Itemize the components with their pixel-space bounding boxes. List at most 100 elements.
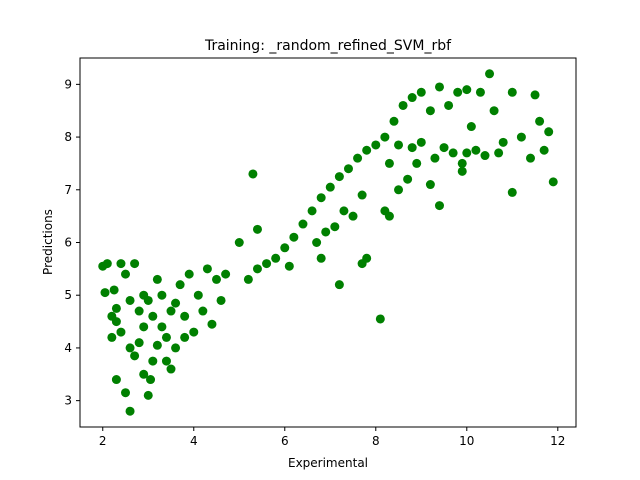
data-point — [252, 264, 262, 274]
data-point — [398, 100, 408, 110]
y-tick-label: 7 — [64, 183, 72, 197]
data-point — [403, 174, 413, 184]
data-point — [475, 87, 485, 97]
data-point — [394, 185, 404, 195]
data-point — [507, 87, 517, 97]
data-point — [425, 106, 435, 116]
data-point — [152, 340, 162, 350]
data-point — [152, 274, 162, 284]
data-point — [207, 319, 217, 329]
data-point — [384, 158, 394, 168]
data-point — [526, 153, 535, 163]
data-point — [298, 219, 308, 229]
data-point — [321, 227, 331, 237]
y-tick-label: 4 — [64, 341, 72, 355]
data-point — [539, 145, 549, 155]
data-point — [271, 253, 281, 263]
x-tick-label: 8 — [372, 434, 380, 448]
data-point — [243, 274, 253, 284]
data-point — [100, 288, 110, 298]
data-point — [134, 306, 144, 316]
data-point — [171, 298, 181, 308]
data-point — [307, 206, 317, 216]
data-point — [121, 269, 130, 279]
data-point — [462, 85, 472, 95]
data-point — [462, 148, 472, 158]
data-point — [198, 306, 208, 316]
data-point — [375, 314, 385, 324]
data-point — [134, 338, 144, 348]
data-point — [457, 158, 467, 168]
data-point — [316, 253, 326, 263]
data-point — [166, 364, 176, 374]
plot-frame — [79, 57, 577, 428]
data-point — [146, 375, 156, 385]
data-point — [161, 332, 171, 342]
x-tick-label: 6 — [281, 434, 289, 448]
data-point — [157, 322, 167, 332]
data-point — [362, 145, 372, 155]
data-point — [212, 274, 222, 284]
x-tick-label: 10 — [459, 434, 474, 448]
data-point — [143, 295, 153, 305]
data-point — [111, 303, 121, 313]
data-point — [548, 177, 558, 187]
data-point — [480, 151, 490, 161]
y-axis-label: Predictions — [41, 209, 55, 275]
data-point — [544, 127, 554, 137]
data-point — [494, 148, 504, 158]
data-point — [498, 137, 508, 147]
data-point — [407, 143, 417, 153]
data-point — [471, 145, 481, 155]
data-point — [389, 116, 399, 126]
data-point — [339, 206, 349, 216]
data-point — [189, 327, 199, 337]
data-point — [234, 238, 244, 247]
data-point — [139, 369, 149, 379]
data-point — [143, 390, 153, 400]
data-point — [262, 259, 272, 269]
data-point — [380, 132, 390, 142]
data-point — [284, 261, 294, 271]
data-point — [116, 327, 126, 337]
data-point — [184, 269, 194, 279]
y-axis-ticks: 3 4 5 6 7 8 9 — [64, 77, 80, 408]
data-point — [161, 356, 171, 366]
data-point — [193, 290, 203, 300]
data-point — [289, 232, 299, 242]
data-point — [439, 143, 449, 153]
data-point — [466, 122, 476, 132]
data-point — [430, 153, 440, 163]
data-point — [180, 311, 190, 321]
x-axis-label: Experimental — [288, 456, 368, 470]
data-point — [416, 137, 426, 147]
data-point — [394, 140, 404, 150]
data-point — [248, 169, 258, 179]
data-point — [125, 406, 135, 416]
data-point — [202, 264, 212, 274]
x-tick-label: 4 — [190, 434, 198, 448]
data-point — [330, 222, 340, 232]
y-tick-label: 6 — [64, 236, 72, 250]
data-point — [530, 90, 540, 100]
data-point — [116, 259, 126, 269]
data-point — [280, 243, 290, 253]
data-point — [434, 82, 444, 92]
data-point — [130, 351, 140, 361]
data-point — [107, 332, 117, 342]
y-tick-label: 8 — [64, 130, 72, 144]
data-point — [453, 87, 463, 97]
data-point — [221, 269, 231, 279]
data-point — [130, 259, 140, 269]
data-point — [362, 253, 372, 263]
data-point — [434, 201, 444, 211]
y-tick-label: 5 — [64, 288, 72, 302]
data-point — [139, 322, 149, 332]
data-point — [166, 306, 176, 316]
x-axis-ticks: 2 4 6 8 10 12 — [99, 427, 565, 448]
data-point — [448, 148, 458, 158]
data-point — [171, 343, 181, 353]
data-point — [371, 140, 381, 150]
data-point — [407, 93, 417, 103]
data-point — [125, 343, 135, 353]
